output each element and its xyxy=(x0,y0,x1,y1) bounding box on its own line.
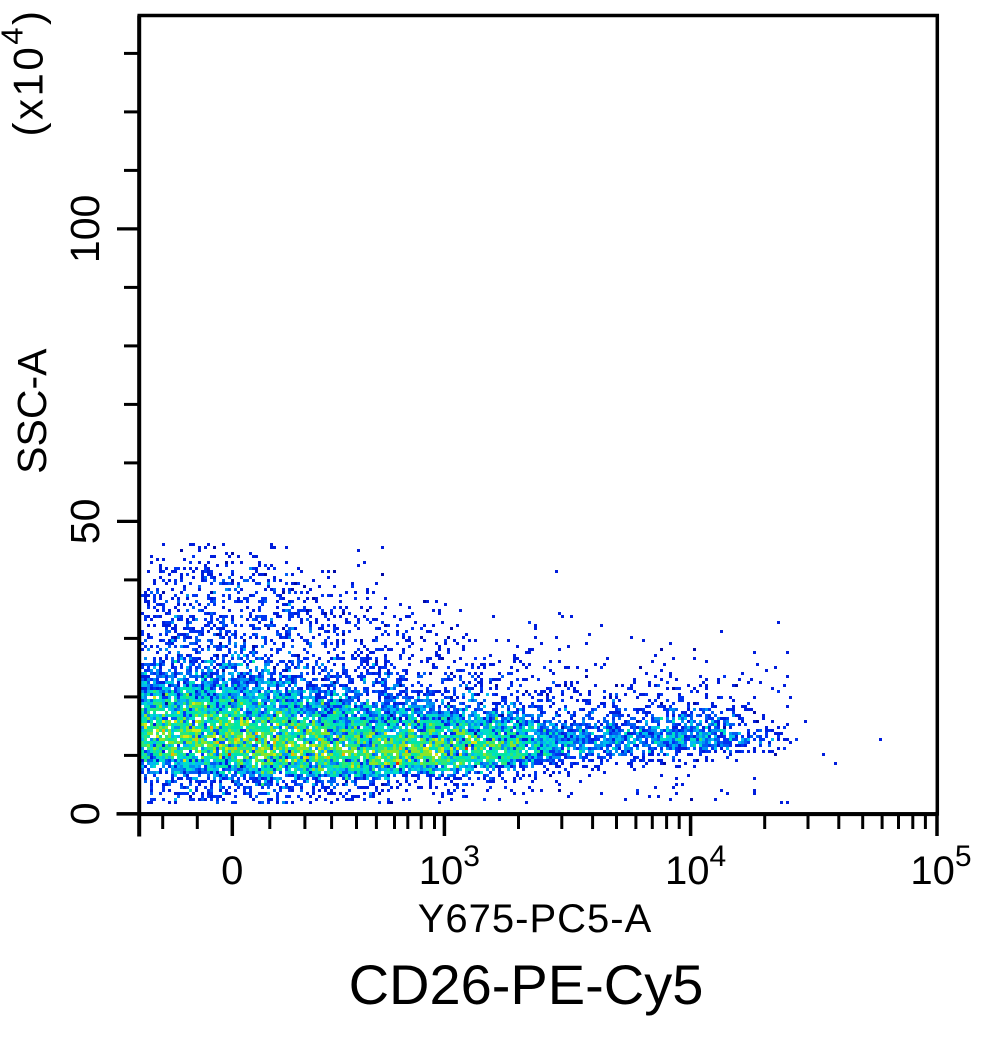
svg-text:50: 50 xyxy=(62,499,108,545)
svg-text:SSC-A: SSC-A xyxy=(9,348,55,474)
svg-text:100: 100 xyxy=(62,195,108,263)
svg-text:0: 0 xyxy=(221,849,243,893)
svg-text:105: 105 xyxy=(910,840,971,893)
svg-text:Y675-PC5-A: Y675-PC5-A xyxy=(418,897,653,941)
svg-text:103: 103 xyxy=(419,840,480,893)
svg-text:0: 0 xyxy=(62,802,108,825)
svg-text:CD26-PE-Cy5: CD26-PE-Cy5 xyxy=(349,953,704,1016)
